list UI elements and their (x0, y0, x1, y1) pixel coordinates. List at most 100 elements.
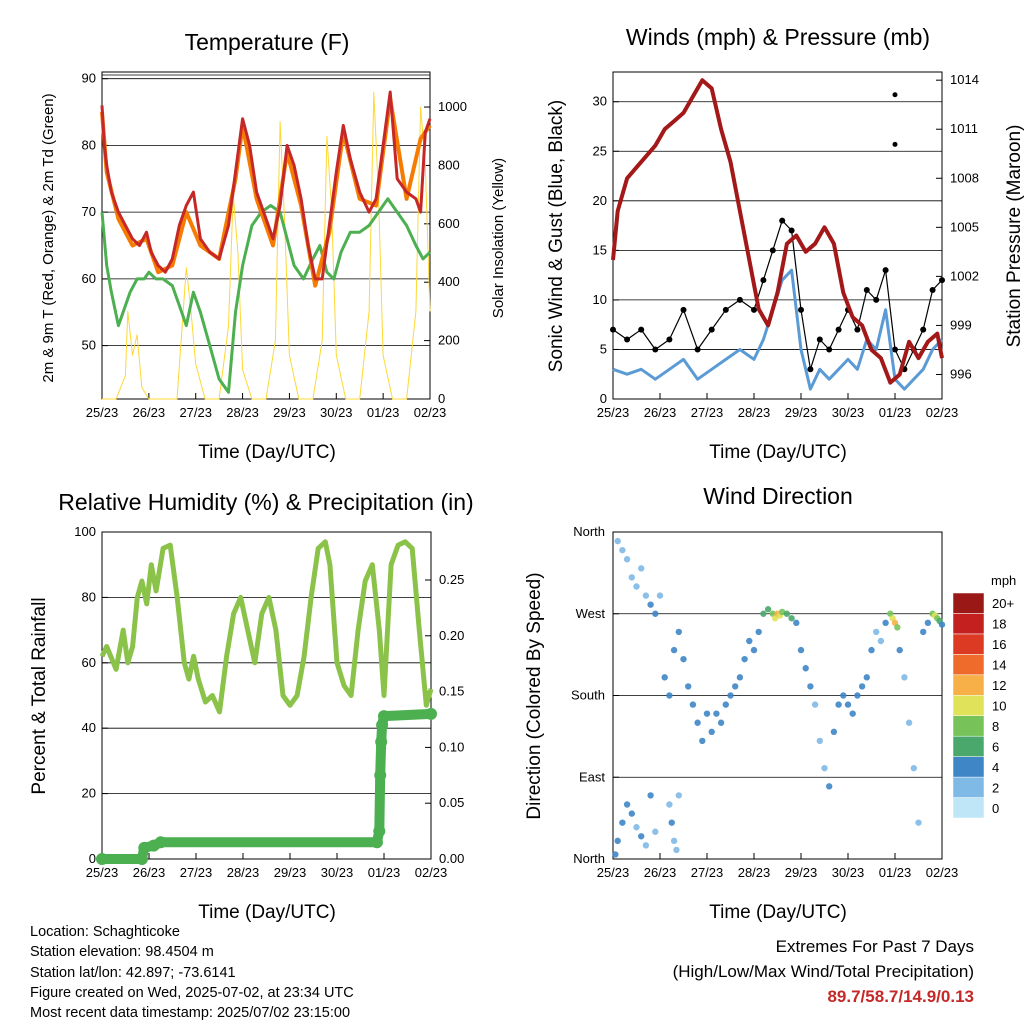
x-tick-label: 27/23 (179, 405, 212, 420)
legend-title: mph (991, 573, 1016, 588)
y-tick-label: North (573, 851, 605, 866)
y-tick-label: 50 (82, 338, 96, 353)
legend-swatch (952, 613, 985, 635)
direction-point (788, 615, 795, 622)
rh-panel: Relative Humidity (%) & Precipitation (i… (29, 489, 474, 923)
direction-point (816, 737, 823, 745)
y-right-tick-label: 0 (438, 391, 445, 406)
y-right-tick-label: 1014 (950, 72, 979, 87)
direction-point (675, 792, 682, 799)
x-tick-label: 26/23 (133, 865, 166, 880)
x-tick-label: 02/23 (414, 405, 447, 420)
legend-label: 16 (992, 637, 1006, 652)
direction-point (713, 710, 720, 717)
rh-ylabel: Percent & Total Rainfall (29, 597, 50, 794)
rainfall-point (374, 769, 387, 782)
legend-label: 6 (992, 739, 999, 754)
y-right-tick-label: 0.15 (439, 684, 464, 699)
rainfall-line (102, 708, 432, 864)
x-tick-label: 25/23 (597, 865, 630, 880)
rainfall-point (378, 710, 390, 723)
direction-point (750, 646, 758, 654)
direction-point (614, 537, 621, 545)
y-tick-label: North (573, 524, 605, 539)
legend-swatch (952, 654, 985, 676)
y-right-tick-label: 600 (438, 216, 460, 231)
y-right-tick-label: 200 (438, 333, 460, 348)
direction-point (840, 692, 847, 699)
y-tick-label: 20 (82, 786, 96, 801)
y-tick-label: 0 (600, 391, 607, 406)
direction-point (666, 801, 673, 808)
direction-point (628, 810, 635, 817)
x-tick-label: 26/23 (133, 405, 166, 420)
direction-point (619, 546, 626, 554)
rainfall-point (138, 841, 151, 854)
x-tick-label: 02/23 (926, 865, 959, 880)
plot-frame (101, 71, 431, 400)
direction-point (746, 637, 753, 645)
x-tick-label: 30/23 (832, 865, 865, 880)
direction-point (910, 764, 917, 772)
direction-point (694, 719, 701, 726)
legend-label: 10 (992, 699, 1006, 714)
x-tick-label: 28/23 (738, 865, 771, 880)
direction-point (873, 628, 880, 636)
x-tick-label: 26/23 (644, 865, 677, 880)
legend-swatch (952, 695, 985, 716)
direction-point (614, 837, 621, 845)
rh-title: Relative Humidity (%) & Precipitation (i… (58, 489, 473, 515)
direction-point (623, 556, 631, 563)
direction-point (755, 628, 762, 636)
y-tick-label: 90 (82, 71, 96, 86)
direction-point (633, 583, 640, 590)
direction-point (661, 674, 668, 681)
x-tick-label: 01/23 (368, 865, 401, 880)
rainfall-point (373, 825, 386, 838)
direction-point (642, 592, 650, 599)
y-tick-label: 30 (593, 94, 607, 109)
direction-point (628, 574, 635, 581)
direction-point (685, 683, 692, 690)
relative-humidity-line (99, 539, 434, 715)
x-tick-label: 28/23 (227, 865, 260, 880)
direction-point (835, 701, 842, 708)
temp-2m-line (100, 90, 432, 281)
y-right-tick-label: 400 (438, 274, 460, 289)
y-tick-label: 60 (82, 271, 96, 286)
direction-point (656, 592, 664, 599)
x-tick-label: 01/23 (879, 865, 912, 880)
direction-point (652, 828, 659, 835)
direction-point (938, 621, 946, 628)
y-tick-label: 70 (82, 204, 96, 219)
direction-point (830, 728, 838, 736)
y-right-tick-label: 0.25 (439, 572, 464, 587)
x-tick-label: 30/23 (320, 405, 353, 420)
direction-point (708, 728, 715, 736)
y-tick-label: 40 (82, 720, 96, 735)
extremes-title: Extremes For Past 7 Days (775, 937, 974, 956)
x-tick-label: 29/23 (274, 865, 307, 880)
direction-point (673, 846, 680, 854)
x-tick-label: 28/23 (738, 405, 771, 420)
direction-point (722, 701, 729, 708)
x-tick-label: 29/23 (273, 405, 306, 420)
extremes-subtitle: (High/Low/Max Wind/Total Precipitation) (672, 962, 974, 981)
rainfall-point (135, 853, 148, 865)
direction-point (736, 674, 744, 681)
direction-point (764, 606, 772, 613)
legend-label: 18 (992, 617, 1006, 632)
temperature-xlabel: Time (Day/UTC) (198, 442, 336, 463)
legend-label: 8 (992, 719, 999, 734)
direction-point (793, 619, 800, 627)
legend-swatch (952, 715, 985, 737)
x-tick-label: 01/23 (367, 405, 400, 420)
rainfall-point (425, 707, 437, 720)
x-tick-label: 02/23 (415, 865, 448, 880)
legend-swatch (952, 776, 985, 798)
temp-9m-line (100, 96, 432, 288)
winds-panel: Winds (mph) & Pressure (mb) Time (Day/UT… (546, 24, 1024, 463)
direction-point (844, 701, 852, 708)
x-tick-label: 25/23 (86, 865, 119, 880)
